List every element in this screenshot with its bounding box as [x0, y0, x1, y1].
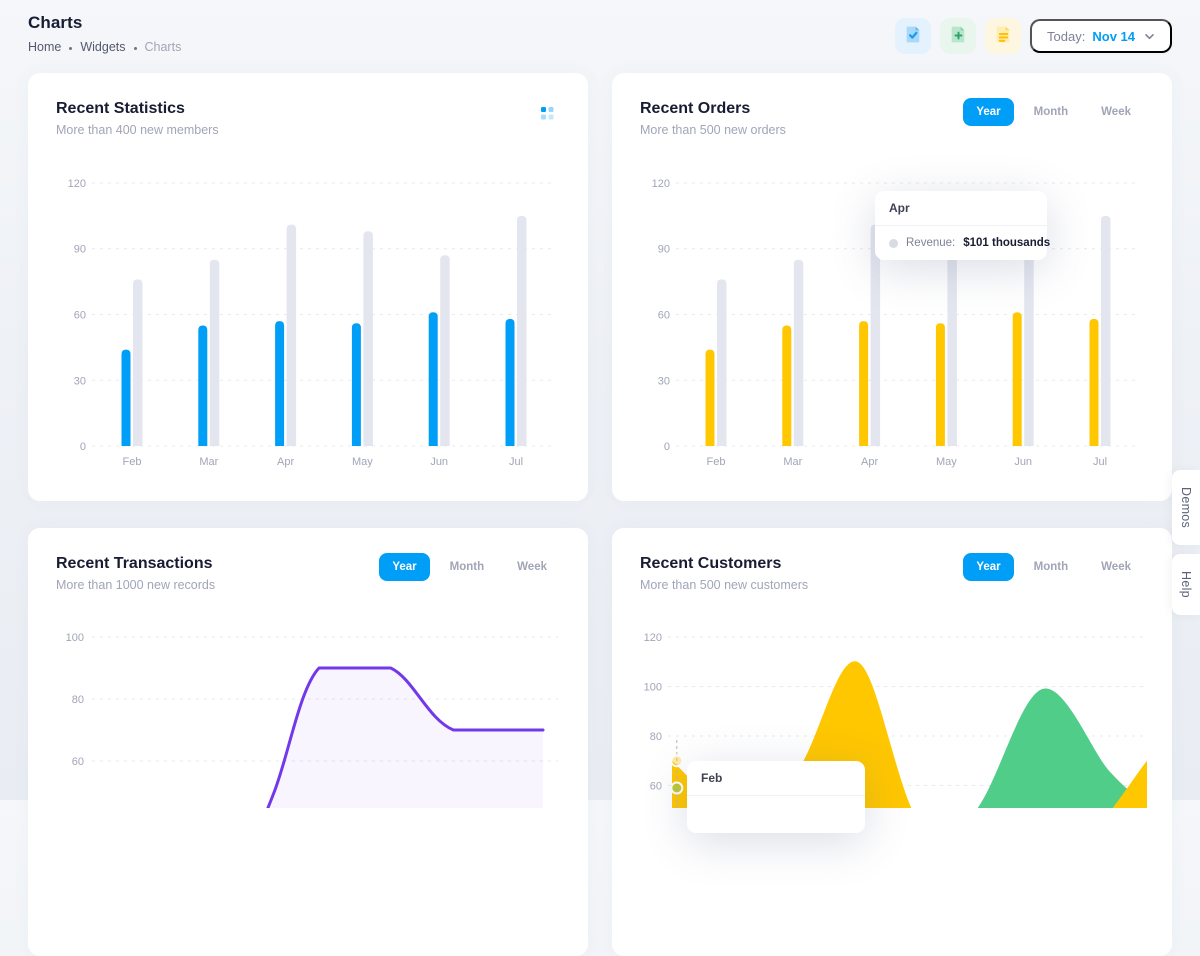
tooltip-body: Revenue: $101 thousands	[875, 226, 1051, 260]
card-subtitle: More than 1000 new records	[56, 578, 216, 592]
transactions-line-chart[interactable]: 100 80 60	[28, 623, 588, 902]
date-picker-label: Today:	[1047, 28, 1086, 44]
svg-text:Jun: Jun	[1014, 456, 1032, 468]
card-subtitle: More than 500 new customers	[640, 578, 809, 592]
svg-text:60: 60	[74, 310, 86, 322]
svg-text:May: May	[936, 456, 957, 468]
page-header: Charts Home Widgets Charts	[0, 0, 1200, 73]
card-header-text: Recent Orders More than 500 new orders	[640, 100, 786, 137]
card-recent-transactions: Recent Transactions More than 1000 new r…	[28, 528, 588, 956]
svg-text:120: 120	[652, 178, 670, 190]
svg-text:0: 0	[664, 441, 670, 453]
card-recent-statistics: Recent Statistics More than 400 new memb…	[28, 73, 588, 501]
cards-grid: Recent Statistics More than 400 new memb…	[0, 73, 1200, 956]
tab-year[interactable]: Year	[379, 553, 430, 581]
svg-text:May: May	[352, 456, 373, 468]
orders-bar-chart[interactable]: 0 30 60 90 120 Feb Mar Apr May Jun Jul	[612, 168, 1172, 508]
series-marker-icon	[889, 238, 898, 248]
card-title: Recent Statistics	[56, 100, 185, 117]
chevron-down-icon	[1144, 31, 1155, 42]
card-title: Recent Customers	[640, 555, 782, 572]
sidetab-demos[interactable]: Demos	[1172, 470, 1200, 546]
file-lines-icon	[994, 25, 1013, 47]
card-header-text: Recent Transactions More than 1000 new r…	[56, 555, 215, 592]
date-picker-value: Nov 14	[1092, 28, 1135, 44]
card-title: Recent Transactions	[56, 555, 213, 572]
svg-text:120: 120	[68, 178, 86, 190]
tab-month[interactable]: Month	[1021, 553, 1081, 581]
svg-text:Jul: Jul	[1093, 456, 1107, 468]
svg-text:Apr: Apr	[277, 456, 294, 468]
tab-week[interactable]: Week	[1088, 98, 1144, 126]
tab-year[interactable]: Year	[963, 553, 1014, 581]
file-lines-button[interactable]	[985, 18, 1022, 54]
svg-text:30: 30	[74, 375, 86, 387]
tooltip-series-value: $101 thousands	[963, 237, 1051, 249]
card-header-text: Recent Statistics More than 400 new memb…	[56, 100, 219, 137]
tab-week[interactable]: Week	[1088, 553, 1144, 581]
svg-text:60: 60	[72, 756, 84, 768]
range-tabs: Year Month Week	[963, 98, 1144, 126]
card-header-text: Recent Customers More than 500 new custo…	[640, 555, 808, 592]
page-header-actions: Today: Nov 14	[895, 18, 1172, 54]
range-tabs: Year Month Week	[379, 553, 560, 581]
card-header: Recent Customers More than 500 new custo…	[612, 528, 1172, 592]
svg-text:Apr: Apr	[861, 456, 878, 468]
card-menu-button[interactable]	[534, 102, 560, 128]
breadcrumb: Home Widgets Charts	[28, 40, 181, 54]
breadcrumb-current: Charts	[144, 40, 182, 54]
card-subtitle: More than 500 new orders	[640, 123, 786, 137]
tooltip-series-label: Revenue:	[906, 237, 956, 249]
file-check-button[interactable]	[895, 18, 932, 54]
file-check-icon	[904, 25, 923, 47]
tooltip-header: Apr	[875, 191, 1047, 226]
tab-week[interactable]: Week	[504, 553, 560, 581]
file-plus-button[interactable]	[940, 18, 977, 54]
svg-text:90: 90	[658, 244, 670, 256]
svg-text:100: 100	[644, 682, 662, 694]
date-picker-button[interactable]: Today: Nov 14	[1030, 19, 1172, 53]
file-plus-icon	[949, 25, 968, 47]
svg-text:60: 60	[658, 310, 670, 322]
card-subtitle: More than 400 new members	[56, 123, 219, 137]
svg-text:60: 60	[650, 781, 662, 793]
page-header-left: Charts Home Widgets Charts	[28, 13, 181, 54]
chart-tooltip: Apr Revenue: $101 thousands	[875, 191, 1051, 260]
dots-grid-icon	[540, 107, 554, 123]
svg-text:90: 90	[74, 244, 86, 256]
breadcrumb-separator-icon	[69, 46, 73, 50]
svg-text:Jul: Jul	[509, 456, 523, 468]
tab-month[interactable]: Month	[437, 553, 497, 581]
range-tabs: Year Month Week	[963, 553, 1144, 581]
svg-text:100: 100	[66, 632, 84, 644]
svg-text:80: 80	[650, 731, 662, 743]
breadcrumb-widgets[interactable]: Widgets	[80, 40, 126, 54]
tab-year[interactable]: Year	[963, 98, 1014, 126]
breadcrumb-separator-icon	[133, 46, 137, 50]
chart-tooltip: Feb	[687, 761, 865, 833]
svg-text:Feb: Feb	[123, 456, 142, 468]
svg-text:Mar: Mar	[199, 456, 218, 468]
card-header: Recent Statistics More than 400 new memb…	[28, 73, 588, 137]
card-header: Recent Transactions More than 1000 new r…	[28, 528, 588, 592]
svg-text:Feb: Feb	[707, 456, 726, 468]
svg-text:120: 120	[644, 632, 662, 644]
svg-text:80: 80	[72, 694, 84, 706]
card-recent-customers: Recent Customers More than 500 new custo…	[612, 528, 1172, 956]
svg-text:Mar: Mar	[783, 456, 802, 468]
svg-text:Jun: Jun	[430, 456, 448, 468]
svg-text:30: 30	[658, 375, 670, 387]
card-header: Recent Orders More than 500 new orders Y…	[612, 73, 1172, 137]
svg-text:0: 0	[80, 441, 86, 453]
card-title: Recent Orders	[640, 100, 751, 117]
card-recent-orders: Recent Orders More than 500 new orders Y…	[612, 73, 1172, 501]
tooltip-header: Feb	[687, 761, 865, 796]
breadcrumb-home[interactable]: Home	[28, 40, 62, 54]
tab-month[interactable]: Month	[1021, 98, 1081, 126]
sidetab-help[interactable]: Help	[1172, 554, 1200, 615]
page-title: Charts	[28, 13, 83, 32]
statistics-bar-chart[interactable]: 0 30 60 90 120 Feb Mar Apr May Jun Jul	[28, 168, 588, 508]
